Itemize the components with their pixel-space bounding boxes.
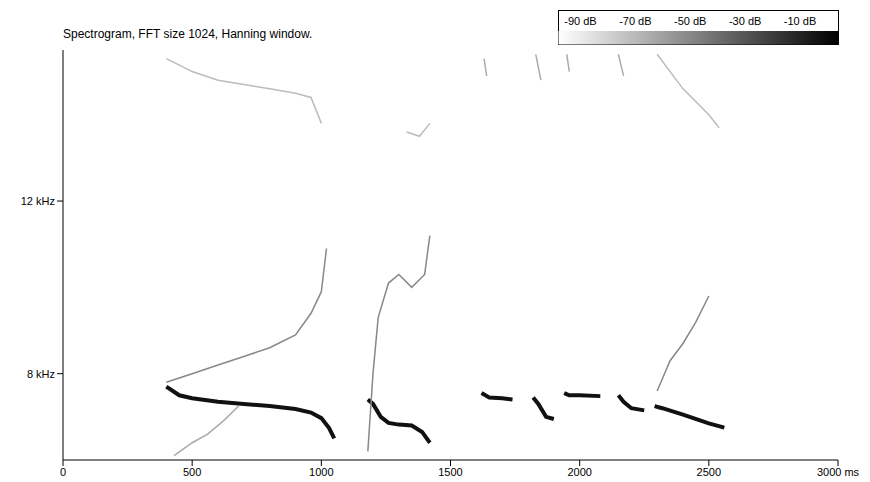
svg-text:-10 dB: -10 dB <box>784 15 816 27</box>
svg-text:2000: 2000 <box>567 466 591 478</box>
svg-text:1000: 1000 <box>309 466 333 478</box>
svg-text:8 kHz: 8 kHz <box>27 368 55 380</box>
svg-text:3000 ms: 3000 ms <box>817 466 860 478</box>
svg-text:-30 dB: -30 dB <box>729 15 761 27</box>
svg-text:-90 dB: -90 dB <box>564 15 596 27</box>
svg-text:500: 500 <box>183 466 201 478</box>
svg-text:-50 dB: -50 dB <box>674 15 706 27</box>
svg-text:12 kHz: 12 kHz <box>21 195 55 207</box>
svg-text:1500: 1500 <box>438 466 462 478</box>
svg-text:2500: 2500 <box>697 466 721 478</box>
html-text:Spectrogram, FFT size 1024, Ha: Spectrogram, FFT size 1024, Hanning wind… <box>63 27 313 41</box>
svg-text:-70 dB: -70 dB <box>619 15 651 27</box>
svg-text:0: 0 <box>60 466 66 478</box>
